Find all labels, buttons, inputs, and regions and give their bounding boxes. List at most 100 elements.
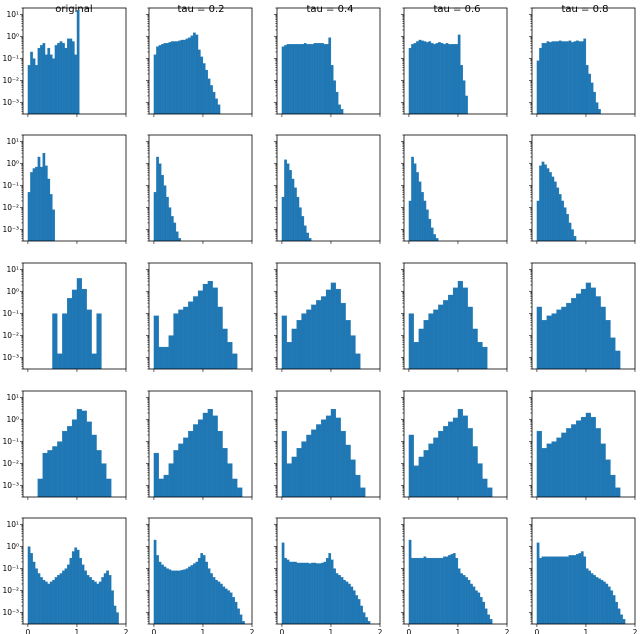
histogram-bar [294, 561, 297, 625]
histogram-bar [67, 38, 70, 115]
histogram-bar [81, 288, 87, 370]
histogram-bar [573, 236, 577, 242]
histogram-bar [546, 168, 550, 242]
histogram-bar [62, 43, 65, 115]
histogram-bar [32, 58, 36, 115]
histogram-bar [580, 41, 584, 115]
histogram-bar [563, 207, 567, 242]
histogram-bar [202, 283, 208, 370]
histogram-bar [178, 570, 182, 625]
histogram-bar [593, 91, 596, 115]
histogram-bar [217, 581, 221, 625]
x-tick-label: 2 [250, 628, 255, 634]
histogram-bar [197, 557, 201, 625]
histogram-bar [544, 164, 547, 242]
histogram-bar [37, 573, 41, 625]
histogram-bar [96, 583, 100, 625]
histogram-bar [71, 551, 75, 625]
histogram-bar [460, 573, 463, 625]
histogram-bar [32, 168, 36, 242]
histogram-bar [197, 49, 201, 115]
histogram-panel-r2-c3 [401, 262, 508, 372]
histogram-panel-r3-c4 [529, 390, 636, 500]
histogram-bar [576, 554, 579, 625]
histogram-bar [602, 581, 606, 625]
histogram-bar [435, 238, 439, 242]
histogram-bar [74, 54, 78, 115]
histogram-bar [580, 551, 584, 625]
histogram-bar [188, 301, 194, 370]
histogram-bar [286, 559, 290, 625]
axes-frame [148, 7, 253, 115]
histogram-bar [27, 192, 31, 242]
histogram-bar [571, 555, 574, 625]
histogram-bar [161, 564, 164, 625]
histogram-bar [237, 608, 240, 625]
histogram-bar [430, 43, 434, 115]
histogram-bar [585, 282, 591, 370]
histogram-bar [416, 41, 419, 115]
histogram-bar [158, 561, 162, 625]
histogram-bar [313, 562, 317, 625]
histogram-bar [433, 44, 437, 115]
axes-frame [531, 262, 636, 370]
histogram-bar [158, 346, 164, 370]
histogram-bar [173, 450, 179, 498]
histogram-bar [311, 304, 317, 370]
histogram-bar [435, 43, 439, 115]
histogram-bar [318, 563, 322, 625]
histogram-bar [156, 46, 159, 115]
histogram-bar [541, 161, 545, 242]
histogram-bar [178, 238, 182, 242]
histogram-bar [161, 174, 164, 242]
histogram-bar [81, 564, 85, 625]
histogram-bar [286, 163, 290, 242]
histogram-bar [98, 581, 102, 625]
y-tick-label: 10⁻¹ [2, 564, 19, 573]
histogram-bar [207, 408, 213, 498]
histogram-bar [605, 320, 611, 370]
histogram-bar [590, 416, 596, 498]
histogram-bar [89, 577, 92, 625]
histogram-bar [76, 549, 80, 625]
histogram-bar [35, 568, 38, 625]
histogram-bar [546, 315, 552, 370]
y-tick-label: 10⁻² [2, 76, 19, 85]
histogram-bar [318, 43, 322, 115]
histogram-bar [330, 408, 336, 498]
histogram-bar [338, 104, 341, 115]
histogram-bar [291, 44, 295, 115]
histogram-bar [316, 563, 319, 625]
histogram-bar [224, 588, 228, 625]
histogram-bar [566, 428, 572, 498]
histogram-bar [477, 592, 481, 625]
x-tick-label: 0 [152, 628, 157, 634]
histogram-bar [536, 200, 540, 242]
histogram-bar [345, 444, 351, 498]
histogram-bar [188, 37, 191, 115]
histogram-bar [67, 426, 73, 498]
histogram-bar [47, 583, 51, 625]
histogram-bar [482, 346, 488, 370]
histogram-bar [546, 556, 550, 625]
histogram-bar [489, 619, 493, 625]
histogram-bar [428, 443, 434, 498]
histogram-bar [470, 583, 473, 625]
histogram-bar [52, 58, 56, 115]
y-tick-label: 10¹ [6, 520, 19, 529]
histogram-panel-r4-c2: 0 1 2 [274, 517, 383, 634]
histogram-bar [212, 577, 216, 625]
histogram-bar [576, 40, 579, 115]
histogram-bar [96, 313, 102, 370]
histogram-panel-r0-c2 [274, 7, 381, 117]
histogram-bar [153, 315, 159, 370]
x-tick-label: 2 [378, 628, 383, 634]
histogram-bar [281, 430, 287, 498]
histogram-bar [612, 595, 616, 625]
histogram-bar [360, 605, 363, 625]
histogram-bar [71, 289, 78, 370]
histogram-bar [178, 40, 182, 115]
histogram-bar [291, 561, 295, 625]
histogram-bar [571, 229, 574, 242]
histogram-bar [219, 583, 223, 625]
